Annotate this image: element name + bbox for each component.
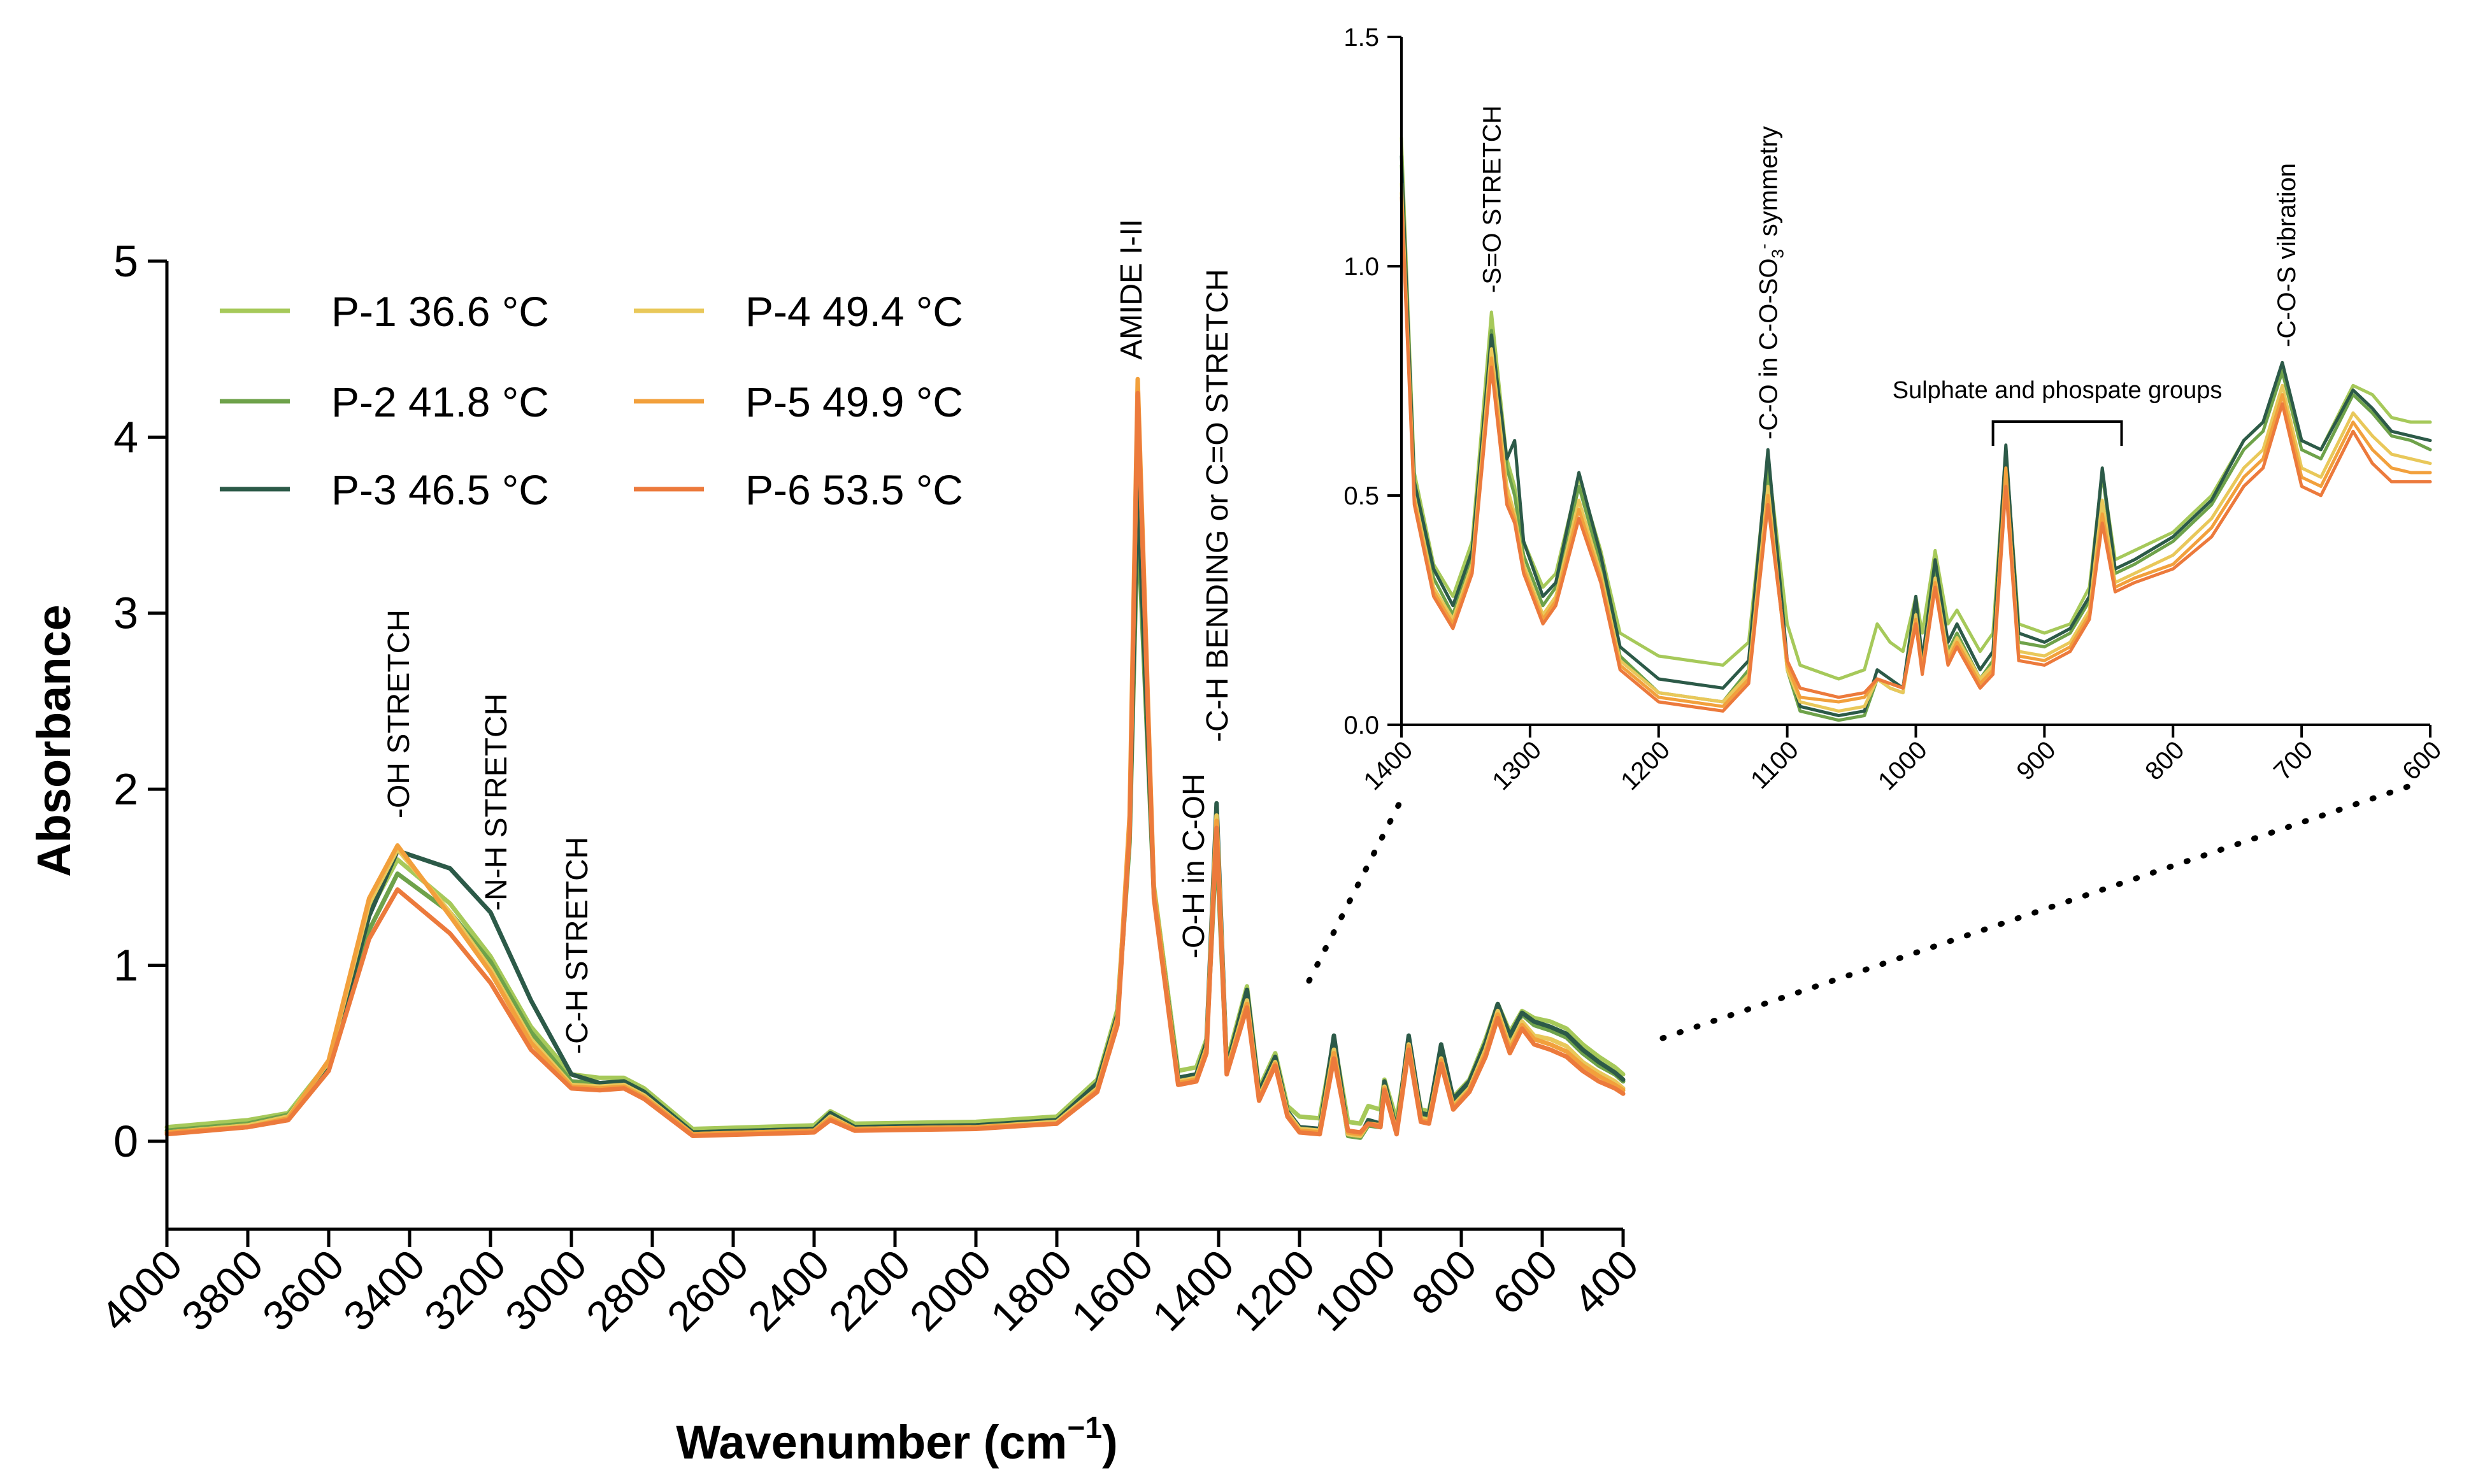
main-y-tick-label: 4 [113,412,138,462]
inset-y-tick-label: 0.5 [1343,482,1379,510]
main-annotation: -C-H BENDING or C=O STRETCH [1201,269,1235,742]
main-x-tick-label: 2200 [820,1241,919,1340]
main-y-tick-label: 3 [113,589,138,638]
main-chart: 0 1 2 3 4 5 4000380036003400320030002800260024… [27,219,1647,1469]
main-y-tick-label: 5 [113,236,138,286]
legend-item: P-3 46.5 °C [220,466,549,513]
zoom-connector-lines [1306,783,2411,1041]
legend-label: P-1 36.6 °C [331,288,549,335]
main-annotation: -C-H STRETCH [561,837,594,1054]
main-x-tick-label: 2800 [577,1241,677,1340]
main-annotation: -N-H STRETCH [480,694,513,911]
main-x-tick-label: 3400 [334,1241,434,1340]
main-x-tick-label: 4000 [92,1241,191,1340]
main-annotation: -O-H in C-OH [1177,773,1211,959]
legend-item: P-5 49.9 °C [634,378,963,425]
inset-y-tick-label: 1.0 [1343,253,1379,281]
main-x-tick-label: 2600 [658,1241,757,1340]
inset-x-tick-label: 600 [2397,736,2447,785]
zoom-connector-right [1659,783,2411,1041]
legend-label: P-6 53.5 °C [745,466,963,513]
inset-x-tick-label: 1200 [1615,736,1675,796]
inset-series-line-3 [1400,154,2432,718]
main-x-tick-label: 1200 [1224,1241,1324,1340]
inset-annotation-sulphate: Sulphate and phospate groups [1893,377,2223,404]
main-y-tick-label: 1 [113,940,138,990]
main-x-tick-label: 800 [1403,1241,1486,1323]
inset-series-group [1400,136,2432,722]
main-x-tick-label: 3800 [173,1241,272,1340]
main-series-group [164,376,1626,1140]
main-annotation: AMIDE I-II [1115,219,1149,360]
main-x-axis-label-end: ) [1102,1416,1118,1469]
inset-y-tick-label: 1.5 [1343,24,1379,52]
inset-annotation-co-so3-tail: symmetry [1754,126,1782,243]
inset-annotation-cos-vibration: -C-O-S vibration [2273,163,2301,347]
inset-group-bracket [1991,420,2123,446]
inset-x-tick-label: 1000 [1873,736,1933,796]
main-x-axis-label-sup: −1 [1067,1411,1102,1445]
legend-item: P-4 49.4 °C [634,288,963,335]
legend-label: P-2 41.8 °C [331,378,549,425]
main-x-tick-label: 1000 [1305,1241,1405,1340]
legend-label: P-5 49.9 °C [745,378,963,425]
inset-annotation-co-so3-sub: 3 [1768,249,1787,258]
main-y-axis-label: Absorbance [27,604,80,877]
main-x-tick-label: 3600 [254,1241,353,1340]
inset-annotation-co-so3-text: -C-O in C-O-SO [1754,259,1782,439]
main-series-line-6 [164,390,1626,1138]
inset-annotation-so-stretch: -S=O STRETCH [1478,106,1506,293]
main-x-axis-label-text: Wavenumber (cm [676,1416,1067,1469]
inset-x-tick-label: 700 [2268,736,2318,785]
inset-x-tick-label: 800 [2140,736,2189,785]
main-x-tick-label: 600 [1484,1241,1566,1323]
inset-series-line-6 [1400,196,2432,713]
legend-item: P-1 36.6 °C [220,288,549,335]
main-x-tick-label: 1600 [1063,1241,1162,1340]
legend-item: P-6 53.5 °C [634,466,963,513]
main-x-tick-label: 2400 [739,1241,838,1340]
legend-label: P-4 49.4 °C [745,288,963,335]
inset-x-tick-label: 1300 [1487,736,1547,796]
main-x-axis-label: Wavenumber (cm−1) [676,1411,1117,1469]
legend-item: P-2 41.8 °C [220,378,549,425]
main-annotation: -OH STRETCH [382,610,416,818]
main-x-tick-label: 1800 [982,1241,1081,1340]
main-x-tick-label: 2000 [901,1241,1000,1340]
inset-y-tick-label: 0.0 [1343,711,1379,739]
inset-x-tick-label: 900 [2011,736,2061,785]
legend-label: P-3 46.5 °C [331,466,549,513]
main-y-tick-label: 0 [113,1117,138,1166]
main-x-tick-label: 3000 [496,1241,596,1340]
inset-annotation-co-so3-sup: - [1754,243,1773,249]
legend: P-1 36.6 °C P-2 41.8 °C P-3 46.5 °C P-4 49.… [220,288,963,513]
inset-chart: 0.0 0.5 1.0 1.5 1400 1300 1200 1100 1000 900 800 70… [1343,24,2447,796]
inset-annotations: -S=O STRETCH -C-O in C-O-SO3- symmetry Sul… [1478,106,2301,446]
main-x-tick-label: 400 [1565,1241,1647,1323]
main-y-tick-label: 2 [113,764,138,814]
main-annotations: -OH STRETCH -N-H STRETCH -C-H STRETCH AMIDE… [382,219,1235,1054]
inset-annotation-co-so3: -C-O in C-O-SO3- symmetry [1754,126,1787,439]
main-x-tick-label: 3200 [415,1241,515,1340]
inset-x-tick-label: 1400 [1358,736,1418,796]
zoom-connector-left [1306,796,1405,984]
main-x-tick-label: 1400 [1143,1241,1243,1340]
inset-x-tick-label: 1100 [1745,736,1804,794]
